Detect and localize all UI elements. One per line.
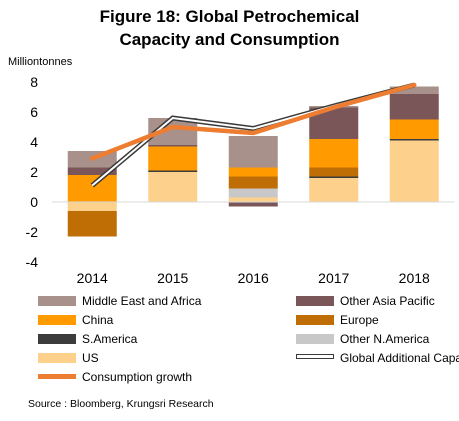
legend-label: S.America	[82, 332, 138, 346]
bar-segment-s-america-2018	[389, 139, 439, 141]
legend-swatch	[296, 334, 334, 344]
bar-segment-us-2016	[228, 197, 278, 202]
y-tick-label: 4	[30, 134, 38, 150]
bar-segment-other-asia-pacific-2018	[389, 94, 439, 120]
bar-segment-china-2018	[389, 119, 439, 139]
y-tick-label: 8	[30, 74, 38, 90]
bar-segment-china-2016	[228, 167, 278, 177]
legend-swatch	[38, 353, 76, 363]
chart-legend: Middle East and Africa Other Asia Pacific…	[38, 292, 459, 384]
bar-segment-us-2015	[148, 172, 198, 202]
bar-segment-europe-2016	[228, 176, 278, 189]
legend-label: Middle East and Africa	[82, 294, 202, 308]
legend-swatch	[296, 354, 334, 359]
y-axis-label: Milliontonnes	[8, 56, 73, 68]
bar-segment-other-n-america-2016	[228, 188, 278, 198]
source-note: Source : Bloomberg, Krungsri Research	[28, 398, 214, 410]
y-tick-label: -2	[26, 224, 39, 240]
x-tick-label: 2018	[399, 270, 430, 286]
legend-swatch	[38, 315, 76, 325]
x-tick-label: 2017	[318, 270, 349, 286]
legend-swatch	[296, 315, 334, 325]
legend-label: Other Asia Pacific	[340, 294, 435, 308]
chart-title-line-2: Capacity and Consumption	[119, 30, 340, 49]
legend-swatch	[38, 374, 76, 379]
legend-swatch	[38, 296, 76, 306]
bar-segment-us-2017	[309, 178, 359, 202]
bar-segment-china-2017	[309, 139, 359, 168]
bar-segment-china-2015	[148, 146, 198, 171]
bar-segment-other-asia-pacific-2016	[228, 202, 278, 207]
line-consumption-growth	[90, 82, 417, 161]
legend-label: Other N.America	[340, 332, 430, 346]
bar-segment-s-america-2017	[309, 176, 359, 178]
bar-segment-middle-east-and-africa-2018	[389, 86, 439, 94]
legend-swatch	[38, 334, 76, 344]
legend-label: China	[82, 313, 114, 327]
bar-segment-middle-east-and-africa-2016	[228, 136, 278, 168]
bar-segment-us-2018	[389, 140, 439, 202]
chart-title-line-1: Figure 18: Global Petrochemical	[99, 7, 360, 26]
legend-label: US	[82, 351, 99, 365]
bar-segment-other-asia-pacific-2015	[148, 145, 198, 147]
legend-label: Global Additional Capacity	[340, 351, 459, 365]
x-tick-label: 2014	[77, 270, 108, 286]
legend-label: Consumption growth	[82, 370, 193, 384]
bar-segment-s-america-2015	[148, 170, 198, 172]
bar-segment-us-2014	[67, 202, 117, 211]
bar-segment-europe-2014	[67, 211, 117, 237]
legend-swatch	[296, 296, 334, 306]
y-tick-label: 0	[30, 194, 38, 210]
y-tick-label: 2	[30, 164, 38, 180]
bar-segment-other-asia-pacific-2014	[67, 167, 117, 175]
legend-label: Europe	[340, 313, 379, 327]
y-tick-label: 6	[30, 104, 38, 120]
y-tick-label: -4	[26, 254, 39, 270]
x-tick-label: 2015	[157, 270, 188, 286]
bar-segment-europe-2017	[309, 167, 359, 177]
bar-segment-china-2014	[67, 175, 117, 202]
x-tick-label: 2016	[238, 270, 269, 286]
